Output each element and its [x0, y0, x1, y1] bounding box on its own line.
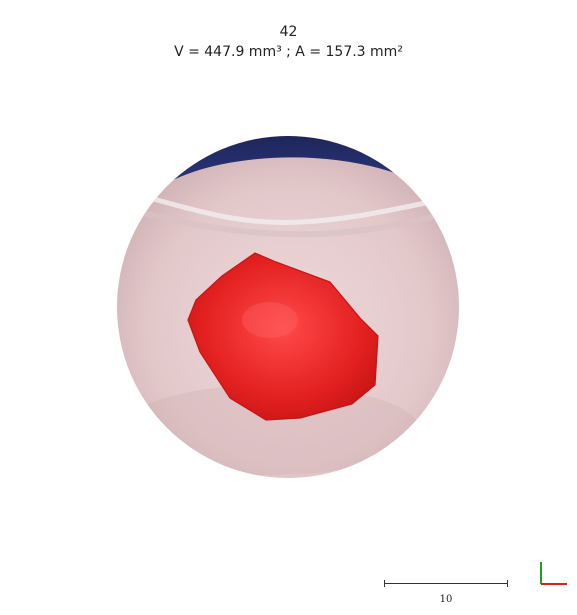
scale-bar-line: [384, 583, 508, 584]
header: 42 V = 447.9 mm³ ; A = 157.3 mm²: [0, 22, 577, 62]
slice-index: 42: [279, 24, 298, 40]
orientation-axes-icon: [540, 562, 567, 585]
scale-bar-tick-left: [384, 580, 385, 587]
volume-area-readout: V = 447.9 mm³ ; A = 157.3 mm²: [174, 44, 403, 60]
scale-bar-label: 10: [439, 594, 453, 605]
scale-bar-tick-right: [507, 580, 508, 587]
scale-bar: [384, 578, 508, 588]
segmentation-overlay[interactable]: [187, 252, 379, 421]
tissue-fold: [139, 209, 446, 238]
fiber-edge: [149, 195, 441, 225]
overlay-highlight: [242, 302, 298, 338]
